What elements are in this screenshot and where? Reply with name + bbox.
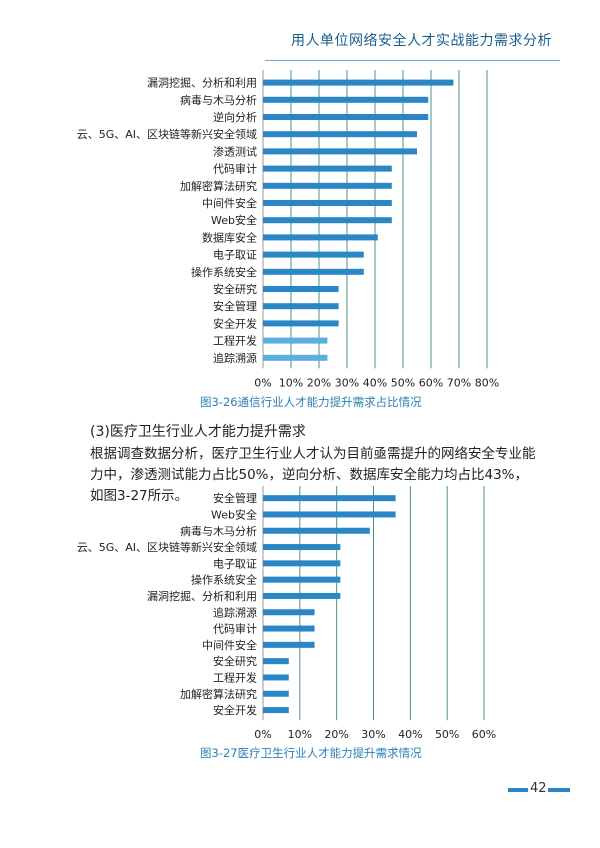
category-label: 云、5G、AI、区块链等新兴安全领域 <box>77 540 257 554</box>
x-tick-label: 40% <box>398 728 422 741</box>
bar <box>263 96 429 103</box>
x-tick-label: 0% <box>254 728 271 741</box>
category-label: 电子取证 <box>213 249 257 262</box>
bar <box>263 286 339 292</box>
category-label: 代码审计 <box>213 622 257 636</box>
bar <box>263 268 364 275</box>
category-label: 病毒与木马分析 <box>180 93 257 107</box>
bar <box>263 303 339 310</box>
x-tick-label: 40% <box>363 376 387 389</box>
category-label: 中间件安全 <box>202 638 257 652</box>
category-label: 加解密算法研究 <box>180 687 257 701</box>
running-header: 用人单位网络安全人才实战能力需求分析 <box>291 33 552 49</box>
chart-3-27-caption: 图3-27医疗卫生行业人才能力提升需求情况 <box>200 746 422 760</box>
category-label: 工程开发 <box>213 670 257 684</box>
footer-bar-left <box>508 788 528 792</box>
category-label: 操作系统安全 <box>191 573 257 587</box>
category-label: 渗透测试 <box>213 144 257 158</box>
category-label: 数据库安全 <box>202 230 257 244</box>
category-label: Web安全 <box>211 507 257 521</box>
category-label: 电子取证 <box>213 557 257 570</box>
category-label: 安全开发 <box>213 316 257 330</box>
bar <box>263 495 396 502</box>
chart-3-26: 0% 10% 20% 30% 40% 50% 60% 70% 80% 漏洞挖掘、分析和利用病毒与木… <box>77 70 499 389</box>
bar <box>263 707 289 714</box>
bar <box>263 79 454 86</box>
category-label: 安全研究 <box>213 654 257 668</box>
footer-bar-right <box>548 788 570 792</box>
category-label: 逆向分析 <box>213 110 257 124</box>
bar <box>263 354 328 361</box>
x-tick-label: 80% <box>475 376 499 389</box>
bar <box>263 527 370 534</box>
chart-3-26-caption: 图3-26通信行业人才能力提升需求占比情况 <box>200 395 422 409</box>
bar <box>263 690 289 697</box>
x-tick-label: 10% <box>288 728 312 741</box>
category-label: 安全研究 <box>213 282 257 296</box>
x-tick-label: 30% <box>335 376 359 389</box>
category-label: 漏洞挖掘、分析和利用 <box>147 76 257 90</box>
category-label: 安全管理 <box>213 491 257 505</box>
x-tick-label: 60% <box>472 728 496 741</box>
bar <box>263 609 315 616</box>
x-tick-label: 10% <box>279 376 303 389</box>
x-tick-label: 50% <box>435 728 459 741</box>
category-label: 操作系统安全 <box>191 265 257 279</box>
x-tick-label: 0% <box>254 376 271 389</box>
x-tick-label: 30% <box>361 728 385 741</box>
bar <box>263 511 396 518</box>
bar <box>263 114 429 120</box>
bar <box>263 674 289 681</box>
bar <box>263 625 315 632</box>
x-tick-label: 70% <box>447 376 471 389</box>
bar <box>263 234 378 241</box>
bar <box>263 576 341 583</box>
bar <box>263 641 315 648</box>
bar <box>263 560 341 567</box>
bar <box>263 200 392 206</box>
bar <box>263 182 392 189</box>
bar <box>263 658 289 665</box>
category-label: 漏洞挖掘、分析和利用 <box>147 589 257 603</box>
category-label: 安全管理 <box>213 299 257 313</box>
category-label: 工程开发 <box>213 334 257 348</box>
category-label: 病毒与木马分析 <box>180 524 257 538</box>
header-rule <box>265 60 560 61</box>
bar <box>263 337 328 344</box>
section-title: (3)医疗卫生行业人才能力提升需求 <box>90 424 306 440</box>
body-paragraph: 根据调查数据分析，医疗卫生行业人才认为目前亟需提升的网络安全专业能力中，渗透测试… <box>90 446 536 504</box>
bar <box>263 148 417 155</box>
bar <box>263 251 364 258</box>
category-label: 中间件安全 <box>202 196 257 210</box>
page-number: 42 <box>530 781 547 796</box>
chart-3-27: 0% 10% 20% 30% 40% 50% 60% 安全管理 Web安全病毒与木马分析云、5G… <box>77 486 496 741</box>
bar <box>263 217 392 224</box>
bar <box>263 544 341 551</box>
category-label: Web安全 <box>211 213 257 227</box>
category-label: 安全开发 <box>213 703 257 717</box>
category-label: 云、5G、AI、区块链等新兴安全领域 <box>77 127 257 141</box>
category-label: 追踪溯源 <box>213 605 257 619</box>
category-label: 追踪溯源 <box>213 351 257 365</box>
x-tick-label: 20% <box>307 376 331 389</box>
x-tick-label: 50% <box>391 376 415 389</box>
bar <box>263 131 417 138</box>
x-tick-label: 60% <box>419 376 443 389</box>
bar <box>263 592 341 599</box>
x-tick-label: 20% <box>324 728 348 741</box>
category-label: 代码审计 <box>213 162 257 176</box>
bar <box>263 320 339 327</box>
bar <box>263 165 392 172</box>
category-label: 加解密算法研究 <box>180 179 257 193</box>
